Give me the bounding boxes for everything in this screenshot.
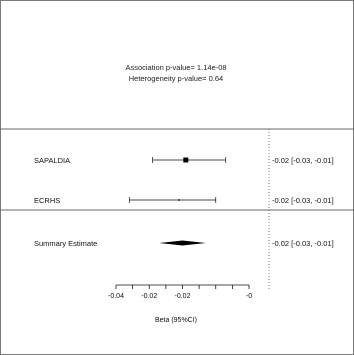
- study-rows: SAPALDIA -0.02 [-0.03, -0.01] ECRHS -0.02 […: [34, 156, 334, 248]
- x-tick-label: -0.02: [175, 293, 191, 300]
- summary-label: Summary Estimate: [34, 239, 97, 248]
- study-row: ECRHS -0.02 [-0.03, -0.01]: [34, 196, 334, 205]
- point-estimate-box: [178, 199, 180, 201]
- x-tick-label: -0: [246, 293, 252, 300]
- x-tick-label: -0.02: [141, 293, 157, 300]
- summary-ci-text: -0.02 [-0.03, -0.01]: [272, 239, 334, 248]
- association-pvalue: Association p-value= 1.14e-08: [125, 63, 226, 72]
- study-label: SAPALDIA: [34, 156, 70, 165]
- x-tick-label: -0.04: [108, 293, 124, 300]
- x-axis-label: Beta (95%CI): [155, 317, 197, 324]
- study-row: SAPALDIA -0.02 [-0.03, -0.01]: [34, 156, 334, 165]
- ci-text: -0.02 [-0.03, -0.01]: [272, 156, 334, 165]
- summary-diamond: [159, 240, 206, 246]
- x-axis: -0.04 -0.02 -0.02 -0: [108, 284, 252, 300]
- point-estimate-box: [183, 157, 189, 163]
- study-label: ECRHS: [34, 196, 60, 205]
- heterogeneity-pvalue: Heterogeneity p-value= 0.64: [129, 74, 223, 83]
- ci-text: -0.02 [-0.03, -0.01]: [272, 196, 334, 205]
- summary-row: Summary Estimate -0.02 [-0.03, -0.01]: [34, 239, 334, 248]
